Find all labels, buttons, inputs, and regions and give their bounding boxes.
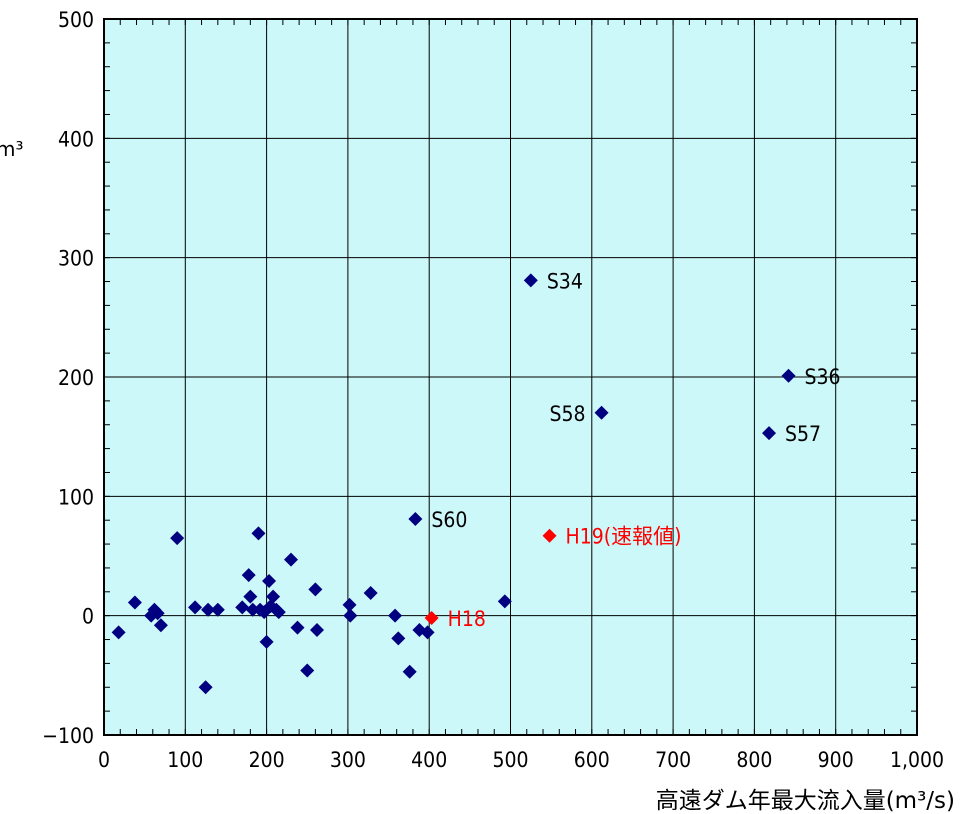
y-tick-label: 500 bbox=[58, 8, 94, 32]
data-point bbox=[153, 618, 168, 633]
point-label: S34 bbox=[547, 269, 583, 293]
data-point bbox=[523, 273, 538, 288]
y-axis-tick-labels: −100 0 100 200 300 400 500 bbox=[42, 8, 94, 748]
data-point bbox=[402, 664, 417, 679]
data-point bbox=[308, 582, 323, 597]
data-point bbox=[594, 405, 609, 420]
data-point bbox=[243, 589, 258, 604]
data-point bbox=[198, 680, 213, 695]
data-point bbox=[408, 512, 423, 527]
x-tick-label: 1,000 bbox=[890, 748, 944, 772]
data-point bbox=[111, 625, 126, 640]
data-points bbox=[111, 273, 796, 695]
grid-lines bbox=[104, 19, 917, 735]
x-axis-title: 高遠ダム年最大流入量(m³/s) bbox=[656, 788, 955, 814]
data-point bbox=[388, 608, 403, 623]
data-point bbox=[188, 600, 203, 615]
data-point bbox=[150, 606, 165, 621]
data-point bbox=[762, 426, 777, 441]
x-tick-label: 700 bbox=[655, 748, 691, 772]
data-point bbox=[283, 552, 298, 567]
data-point bbox=[262, 574, 277, 589]
data-point bbox=[241, 568, 256, 583]
y-tick-label: 300 bbox=[58, 247, 94, 271]
x-tick-label: 300 bbox=[330, 748, 366, 772]
y-tick-label: 0 bbox=[82, 605, 94, 629]
data-point bbox=[310, 622, 325, 637]
point-label: S60 bbox=[431, 508, 467, 532]
y-tick-label: 100 bbox=[58, 485, 94, 509]
plot-frame bbox=[103, 18, 918, 736]
x-axis-tick-labels: 0 100 200 300 400 500 600 700 800 900 1,000 bbox=[98, 748, 944, 772]
x-tick-label: 800 bbox=[736, 748, 772, 772]
y-tick-label: 400 bbox=[58, 127, 94, 151]
x-tick-label: 200 bbox=[249, 748, 285, 772]
x-tick-label: 900 bbox=[818, 748, 854, 772]
data-point bbox=[343, 608, 358, 623]
y-axis-title-fragment: m³ bbox=[0, 137, 24, 161]
data-point bbox=[424, 611, 439, 626]
point-label: S57 bbox=[785, 422, 821, 446]
point-labels: S60 S34 S58 S36 S57 H18 H19(速報値) bbox=[431, 269, 840, 631]
data-point bbox=[210, 602, 225, 617]
data-point bbox=[363, 585, 378, 600]
x-tick-label: 0 bbox=[98, 748, 110, 772]
data-point bbox=[245, 602, 260, 617]
data-point bbox=[342, 597, 357, 612]
x-tick-label: 600 bbox=[574, 748, 610, 772]
data-point bbox=[266, 589, 281, 604]
data-point bbox=[420, 625, 435, 640]
x-tick-label: 400 bbox=[411, 748, 447, 772]
point-label: S36 bbox=[805, 365, 841, 389]
data-point bbox=[391, 631, 406, 646]
data-point bbox=[251, 526, 266, 541]
point-label: H19(速報値) bbox=[566, 525, 682, 549]
data-point bbox=[235, 600, 250, 615]
y-tick-label: −100 bbox=[42, 724, 94, 748]
data-point bbox=[542, 528, 557, 543]
data-point bbox=[290, 620, 305, 635]
data-point bbox=[271, 605, 286, 620]
data-point bbox=[300, 663, 315, 678]
x-tick-label: 100 bbox=[167, 748, 203, 772]
data-point bbox=[170, 531, 185, 546]
data-point bbox=[497, 594, 512, 609]
data-point bbox=[201, 602, 216, 617]
data-point bbox=[259, 634, 274, 649]
data-point bbox=[781, 368, 796, 383]
point-label: S58 bbox=[550, 402, 586, 426]
point-label: H18 bbox=[448, 607, 486, 631]
x-tick-label: 500 bbox=[492, 748, 528, 772]
data-point bbox=[127, 595, 142, 610]
y-tick-label: 200 bbox=[58, 366, 94, 390]
